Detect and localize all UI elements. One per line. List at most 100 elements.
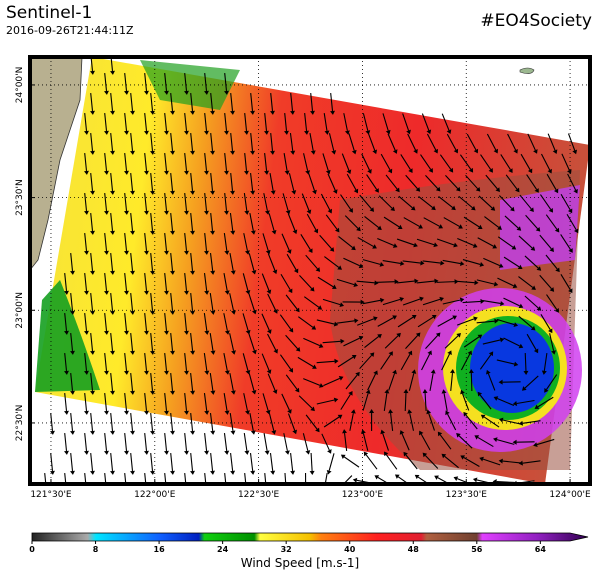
wind-arrow-head [492, 244, 498, 249]
wind-arrow [457, 237, 475, 247]
wind-arrow-head [552, 149, 558, 155]
wind-arrow-head [164, 90, 169, 95]
wind-arrow-head [144, 370, 149, 375]
wind-arrow-head [406, 129, 411, 135]
wind-arrow-head [547, 168, 552, 174]
wind-arrow-head [164, 250, 169, 255]
wind-arrow-head [309, 470, 315, 475]
wind-arrow [519, 194, 532, 210]
wind-arrow [463, 457, 480, 467]
wind-arrow-head [441, 453, 447, 459]
colorbar-tick-label: 8 [93, 545, 99, 554]
wind-arrows [44, 57, 579, 484]
wind-arrow-head [170, 110, 175, 115]
wind-arrow-head [332, 189, 338, 194]
wind-arrow-head [435, 332, 441, 338]
wind-arrow-head [327, 208, 333, 214]
wind-arrow-head [512, 283, 518, 289]
wind-arrow [485, 174, 498, 190]
wind-arrow [319, 234, 332, 250]
wind-arrow [344, 215, 359, 229]
wind-arrow-head [413, 242, 418, 248]
wind-arrow-head [499, 337, 505, 343]
wind-arrow [90, 452, 94, 472]
wind-arrow-head [184, 450, 189, 455]
wind-arrow [90, 172, 94, 192]
wind-arrow [483, 416, 500, 428]
wind-arrow [507, 133, 517, 151]
wind-arrow-head [486, 369, 491, 375]
wind-arrow-head [90, 390, 95, 395]
wind-arrow-head [190, 470, 195, 475]
wind-arrow [270, 92, 274, 112]
wind-arrow [444, 455, 459, 469]
wind-arrow-head [394, 474, 400, 479]
wind-arrow [383, 216, 400, 228]
wind-arrow [380, 354, 392, 370]
wind-arrow [540, 314, 551, 330]
wind-arrow [50, 412, 54, 432]
wind-arrow [498, 195, 513, 209]
wind-arrow [283, 433, 288, 451]
wind-arrow-head [64, 330, 69, 335]
wind-arrow-head [210, 190, 215, 195]
wind-arrow [377, 317, 394, 327]
wind-arrow-head [184, 370, 189, 375]
wind-arrow-head [84, 410, 89, 415]
wind-arrow-head [231, 350, 236, 355]
wind-arrow-head [110, 110, 115, 115]
wind-arrow [184, 312, 188, 332]
wind-arrow-head [498, 417, 504, 423]
wind-arrow-head [454, 279, 459, 285]
wind-arrow [104, 192, 108, 212]
wind-arrow [144, 392, 148, 412]
wind-arrow-head [290, 150, 296, 155]
wind-arrow-head [422, 389, 428, 394]
wind-arrow [364, 216, 380, 228]
wind-arrow [463, 336, 480, 348]
wind-arrow [279, 314, 292, 330]
wind-arrow [429, 373, 434, 391]
wind-arrow-head [515, 187, 520, 193]
wind-arrow [496, 359, 515, 365]
wind-arrow [487, 373, 496, 391]
wind-arrow-head [290, 110, 295, 115]
wind-arrow-head [513, 148, 518, 154]
wind-arrow [144, 352, 148, 372]
wind-arrow [110, 292, 114, 312]
x-tick-label: 123°30'E [446, 490, 488, 500]
wind-arrow-head [84, 450, 89, 455]
wind-arrow-head [224, 330, 230, 335]
wind-arrow [441, 113, 450, 131]
wind-arrow-head [164, 450, 169, 455]
wind-arrow-head [453, 242, 458, 248]
wind-arrow-head [272, 389, 278, 395]
wind-arrow-head [346, 169, 352, 175]
wind-arrow-head [204, 410, 210, 415]
wind-arrow [84, 392, 88, 412]
wind-arrow [526, 174, 538, 190]
wind-arrow-head [293, 268, 299, 274]
wind-arrow [382, 113, 389, 131]
wind-arrow [223, 433, 228, 451]
wind-arrow [90, 92, 94, 112]
wind-arrow [250, 132, 254, 152]
wind-arrow-head [533, 348, 539, 354]
wind-arrow-head [70, 270, 75, 275]
wind-arrow [428, 413, 435, 431]
wind-arrow [229, 213, 234, 231]
wind-arrow-head [472, 477, 478, 483]
wind-arrow-head [475, 187, 481, 192]
wind-arrow-head [434, 475, 439, 480]
wind-arrow [340, 394, 351, 410]
wind-arrow [70, 412, 74, 432]
wind-arrow-head [403, 451, 408, 457]
wind-arrow [261, 353, 270, 371]
wind-arrow [110, 412, 114, 432]
wind-arrow-head [568, 288, 573, 294]
wind-arrow [264, 112, 268, 132]
wind-arrow [362, 433, 369, 451]
wind-arrow-head [150, 270, 155, 275]
wind-arrow [345, 374, 358, 390]
wind-arrow-head [340, 454, 346, 459]
